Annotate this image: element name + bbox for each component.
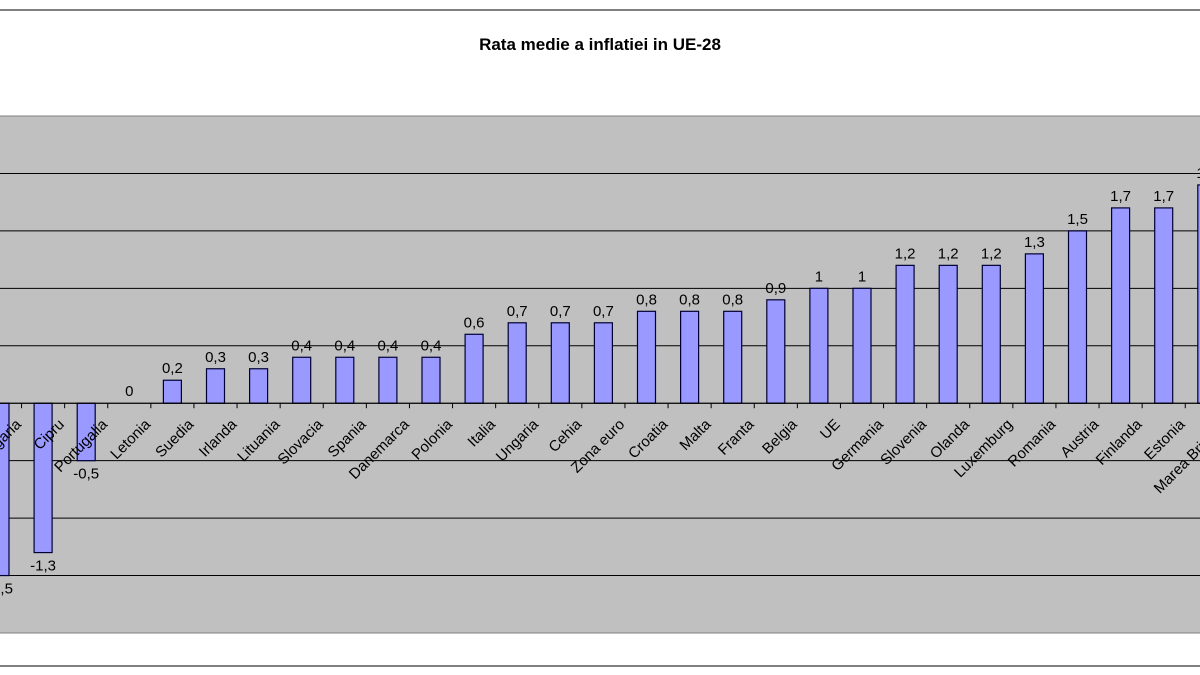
bar	[895, 264, 915, 404]
data-label: 0,6	[464, 314, 485, 331]
data-label: 0,8	[722, 291, 743, 308]
data-label: 1,7	[1153, 188, 1174, 205]
data-label: -1,3	[30, 558, 56, 575]
data-label: -1,5	[0, 581, 13, 598]
data-label: 1,7	[1110, 188, 1131, 205]
bar	[1110, 207, 1131, 404]
bar	[938, 264, 958, 404]
data-label: -0,5	[73, 466, 99, 483]
data-label: 0,7	[593, 303, 614, 320]
bar	[981, 264, 1001, 404]
bar	[292, 356, 312, 404]
data-label: 1,9	[1196, 165, 1200, 182]
data-label: 0,7	[550, 303, 571, 320]
bar	[766, 299, 786, 404]
bar	[378, 356, 398, 404]
data-label: 0,7	[507, 303, 528, 320]
data-label: 1	[858, 268, 866, 285]
data-label: 0,4	[421, 337, 442, 354]
bar	[852, 287, 872, 404]
bar	[636, 310, 657, 404]
data-label: 1,3	[1024, 234, 1045, 251]
bar	[335, 356, 355, 404]
data-label: 0,8	[679, 291, 700, 308]
bar	[249, 368, 269, 404]
data-label: 1,2	[981, 245, 1002, 262]
data-label: 0,4	[377, 337, 398, 354]
bar	[593, 322, 614, 404]
data-label: 0,4	[334, 337, 355, 354]
bar	[464, 333, 484, 404]
bar	[507, 322, 527, 404]
data-label: 0,2	[162, 360, 183, 377]
data-label: 1,5	[1067, 211, 1088, 228]
data-label: 0,3	[205, 349, 226, 366]
bar	[723, 310, 743, 404]
bar	[0, 402, 10, 577]
data-label: 1	[815, 268, 823, 285]
bar	[1067, 230, 1088, 404]
bar	[205, 368, 226, 404]
bar	[550, 322, 570, 404]
bar	[679, 310, 700, 404]
bar	[162, 379, 182, 404]
bar	[1154, 207, 1174, 404]
data-label: 0,4	[291, 337, 312, 354]
data-label: 0,8	[636, 291, 657, 308]
bar	[1024, 253, 1045, 404]
bar	[421, 356, 441, 404]
data-label: 0	[125, 383, 133, 400]
data-label: 1,2	[895, 245, 916, 262]
data-label: 0,9	[765, 280, 786, 297]
bar	[1197, 184, 1200, 404]
data-label: 0,3	[248, 349, 269, 366]
bar	[809, 287, 829, 404]
data-label: 1,2	[938, 245, 959, 262]
chart-title: Rata medie a inflatiei in UE-28	[479, 35, 721, 54]
